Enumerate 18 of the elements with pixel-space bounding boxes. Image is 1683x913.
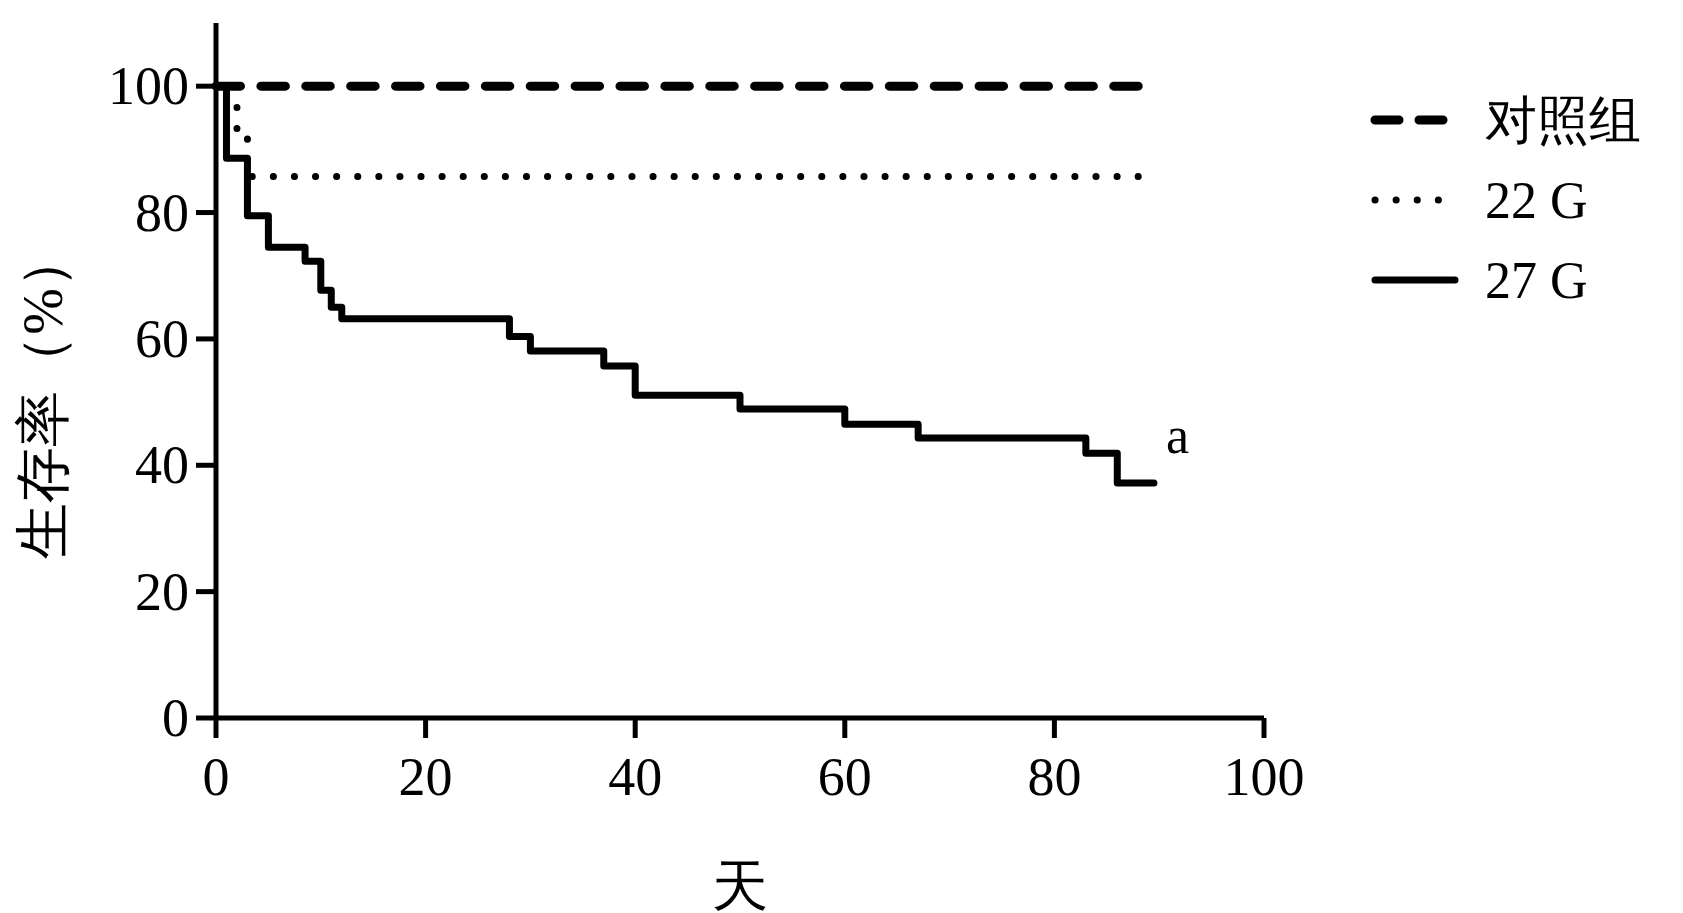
legend-label: 22 G [1485, 172, 1588, 229]
y-tick-label: 20 [135, 561, 189, 622]
y-tick-label: 100 [108, 56, 189, 117]
x-tick-label: 20 [398, 747, 453, 807]
y-tick-label: 0 [162, 688, 189, 748]
x-tick-label: 80 [1027, 747, 1082, 807]
annotation: a [1165, 406, 1190, 464]
x-tick-label: 100 [1223, 747, 1305, 807]
x-tick-label: 60 [817, 747, 872, 807]
x-axis-title: 天 [712, 855, 768, 913]
legend-label: 27 G [1485, 252, 1588, 309]
y-axis-title: 生存率（%） [12, 232, 74, 559]
y-tick-label: 80 [135, 182, 189, 243]
x-tick-label: 0 [202, 747, 230, 807]
y-tick-label: 40 [135, 435, 189, 496]
y-tick-label: 60 [135, 308, 189, 369]
x-tick-label: 40 [608, 747, 663, 807]
legend-label: 对照组 [1485, 92, 1641, 149]
